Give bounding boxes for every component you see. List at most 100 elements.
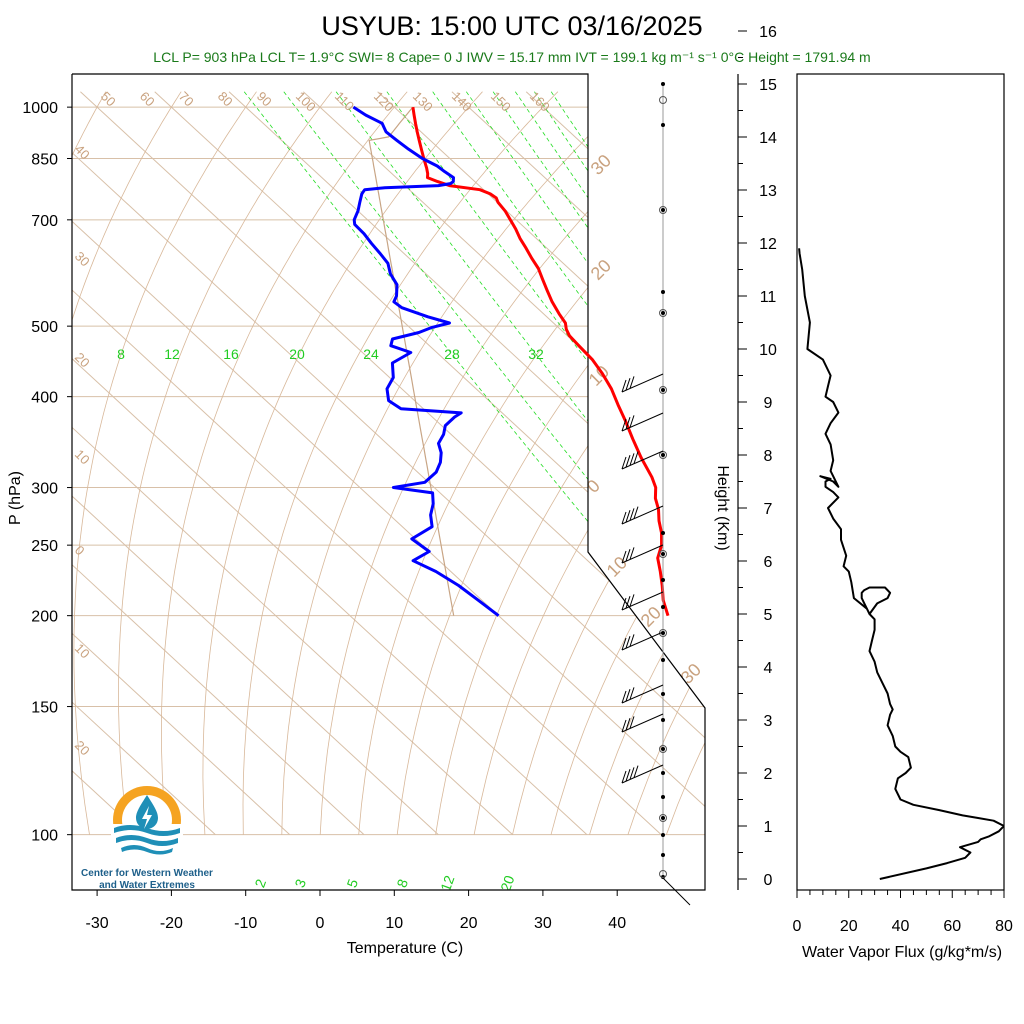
wind-barb-staff — [621, 713, 664, 733]
barb-point — [661, 833, 665, 837]
barb-point — [661, 816, 665, 820]
logo-text-line-2: and Water Extremes — [99, 880, 195, 891]
mixing-ratio-low-label: 12 — [437, 873, 457, 893]
x-tick-label: 40 — [608, 915, 626, 932]
height-tick-label: 11 — [760, 289, 777, 306]
wind-barb-flag — [621, 550, 627, 564]
barb-point — [661, 552, 665, 556]
mixing-ratio-label: 12 — [164, 346, 180, 362]
skew-t-axes: -30 -20 -10 0 10 20 30 40 100 150 200 250 300 400 500 7… — [22, 100, 626, 932]
barb-point — [661, 208, 665, 212]
flux-line-group — [798, 248, 1004, 880]
barb-open-marker — [659, 386, 667, 394]
logo-wave-1 — [114, 825, 180, 836]
dry-adiabat — [473, 365, 705, 835]
wind-barb-staff — [621, 764, 664, 784]
isotherm — [72, 358, 588, 836]
isotherm — [72, 770, 142, 836]
height-tick-label: 0 — [764, 872, 773, 889]
isotherm — [0, 92, 67, 835]
wind-barb-flag — [629, 687, 635, 700]
mixing-ratio-line — [465, 91, 705, 424]
y-tick-label: 500 — [31, 319, 58, 336]
isotherm-label-top: 150 — [488, 89, 514, 115]
isotherm-label-left: 40 — [72, 142, 93, 163]
wind-barb-flag — [625, 718, 631, 731]
height-tick-label: 16 — [759, 24, 777, 41]
barb-point — [661, 578, 665, 582]
pressure-axis-label: P (hPa) — [7, 471, 24, 525]
isotherm-label-top: 160 — [527, 89, 553, 115]
dry-adiabat — [358, 161, 705, 835]
wind-barb-staff — [621, 505, 664, 525]
isotherm-label-top: 90 — [254, 89, 275, 110]
barb-open-marker — [659, 745, 667, 753]
height-axis-label: Height (Km) — [714, 465, 731, 550]
mixing-ratio-line — [550, 91, 705, 319]
wind-barb-flag — [625, 549, 631, 562]
barb-open-marker — [659, 206, 667, 214]
skew-t-background-grid: 50 60 70 80 90 100 110 120 130 140 150 160403020100… — [0, 74, 1024, 893]
isotherm — [72, 426, 513, 836]
lightning-icon — [142, 806, 152, 829]
wind-barb-flag — [621, 690, 627, 704]
wind-barb-flag — [625, 417, 631, 430]
wind-barb-flag — [629, 376, 635, 389]
cw3e-logo: Center for Western Weather and Water Ext… — [81, 786, 213, 891]
mixing-ratio-low-label: 8 — [393, 877, 411, 890]
wind-barb-staff — [621, 591, 664, 611]
flux-x-tick-label: 40 — [892, 918, 910, 935]
x-tick-label: 0 — [316, 915, 325, 932]
y-tick-label: 1000 — [22, 100, 58, 117]
x-tick-label: -10 — [234, 915, 257, 932]
barb-open-marker — [659, 309, 667, 317]
mixing-ratio-label: 24 — [363, 346, 379, 362]
mixing-ratio-low-label: 2 — [251, 877, 269, 890]
isotherm — [72, 151, 705, 739]
height-tick-label: 3 — [764, 713, 773, 730]
mixing-ratio-label: 28 — [444, 346, 460, 362]
isotherm — [72, 701, 216, 836]
chart-title: USYUB: 15:00 UTC 03/16/2025 — [321, 11, 702, 41]
barb-point — [661, 123, 665, 127]
barb-point — [661, 692, 665, 696]
logo-text-line-1: Center for Western Weather — [81, 868, 213, 879]
dry-adiabat — [242, 91, 559, 835]
dry-adiabat — [281, 91, 634, 835]
barb-point — [661, 531, 665, 535]
series-temperature — [411, 106, 670, 617]
barb-point — [661, 853, 665, 857]
wind-barb-staff — [621, 450, 664, 470]
skew-t-border — [71, 73, 706, 891]
x-tick-label: -30 — [86, 915, 109, 932]
wind-barb-flag — [625, 769, 631, 782]
height-tick-label: 10 — [759, 342, 777, 359]
temperature-axis-label: Temperature (C) — [347, 940, 463, 957]
barb-point — [661, 453, 665, 457]
barb-open-marker — [659, 814, 667, 822]
height-tick-label: 4 — [764, 660, 773, 677]
wind-barb-flag — [621, 637, 627, 651]
wind-barb-flag — [633, 765, 639, 778]
height-tick-label: 9 — [764, 395, 773, 412]
isotherm — [674, 91, 705, 121]
barb-point — [661, 718, 665, 722]
wind-barb-flag — [621, 719, 627, 733]
isotherm-label-top: 100 — [293, 89, 319, 115]
wind-barb-flag — [629, 453, 635, 466]
isotherm-label-left: 20 — [72, 738, 93, 759]
mixing-ratio-low-label: 5 — [343, 877, 361, 890]
barb-point — [661, 290, 665, 294]
isotherm-label-top: 60 — [137, 89, 158, 110]
skew-t-frame — [71, 73, 706, 891]
isotherm — [451, 91, 705, 327]
stats-line: LCL P= 903 hPa LCL T= 1.9°C SWI= 8 Cape=… — [153, 49, 870, 65]
dry-adiabat — [743, 92, 1024, 835]
barb-point — [661, 658, 665, 662]
wind-barb-flag — [625, 378, 631, 391]
barb-open-marker — [659, 870, 667, 878]
wind-barb-flag — [629, 508, 635, 521]
isotherm-label-top: 70 — [176, 89, 197, 110]
barb-point — [661, 605, 665, 609]
